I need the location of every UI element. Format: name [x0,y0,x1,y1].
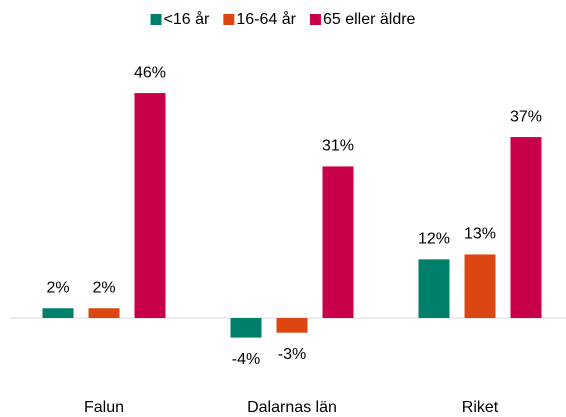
x-tick-label: Riket [462,399,499,416]
legend-swatch [309,14,321,25]
x-tick-label: Dalarnas län [247,399,337,416]
data-label: -3% [278,346,306,363]
data-label: 12% [418,231,450,248]
x-tick-label: Falun [84,399,124,416]
bar [464,254,496,319]
bar [88,308,120,319]
data-label: 37% [510,108,542,125]
data-label: -4% [232,351,260,368]
bar [230,318,262,338]
bar [42,308,74,319]
bar [276,318,308,333]
legend-label: 65 eller äldre [323,11,416,28]
legend-label: 16-64 år [236,10,296,28]
data-label: 31% [322,138,354,155]
data-label: 2% [92,279,115,296]
legend-swatch [150,14,162,25]
bar [418,259,450,319]
bar [510,137,542,319]
data-label: 13% [464,226,496,243]
legend-swatch [223,14,235,25]
data-label: 46% [134,64,166,81]
legend-label: <16 år [164,10,210,28]
bar [134,93,166,319]
bar [322,166,354,319]
data-label: 2% [46,279,69,296]
